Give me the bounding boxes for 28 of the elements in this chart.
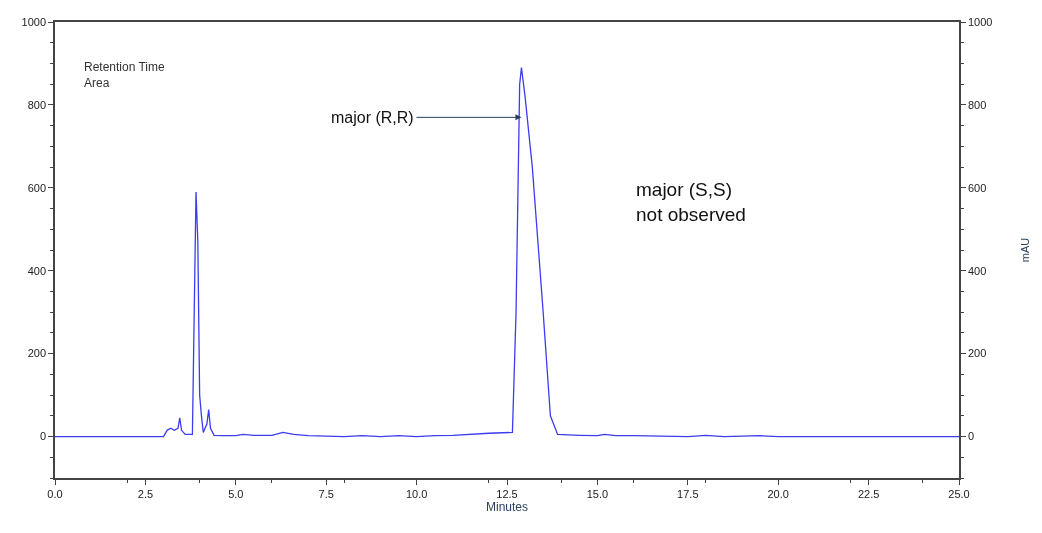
x-tick-label: 12.5 [496,487,518,500]
x-tick-label: 7.5 [318,487,334,500]
y-tick-label: 1000 [21,15,47,28]
annotation: major (S,S) not observed [636,179,746,225]
x-axis-title: Minutes [485,500,529,515]
x-tick-label: 0.0 [47,487,63,500]
x-tick-label: 20.0 [767,487,789,500]
x-tick-label: 25.0 [948,487,970,500]
y2-tick-label: 800 [967,98,987,111]
y-tick-label: 600 [27,181,47,194]
x-tick-label: 17.5 [677,487,699,500]
y2-tick-label: 600 [967,181,987,194]
y2-tick-label: 1000 [967,15,993,28]
y2-tick-label: 200 [967,347,987,360]
x-tick-label: 22.5 [857,487,880,500]
y-tick-label: 200 [27,347,47,360]
y2-axis-title: mAU [1019,237,1032,263]
x-tick-label: 15.0 [586,487,609,500]
y2-tick-label: 400 [967,264,987,277]
y2-tick-label: 0 [967,430,975,443]
y-tick-label: 800 [27,98,47,111]
y-tick-label: 400 [27,264,47,277]
annotation: major (R,R) [331,109,414,126]
annotation: Retention Time Area [84,60,166,90]
x-tick-label: 2.5 [137,487,154,500]
x-tick-label: 10.0 [405,487,428,500]
y-tick-label: 0 [39,430,47,443]
x-tick-label: 5.0 [228,487,244,500]
